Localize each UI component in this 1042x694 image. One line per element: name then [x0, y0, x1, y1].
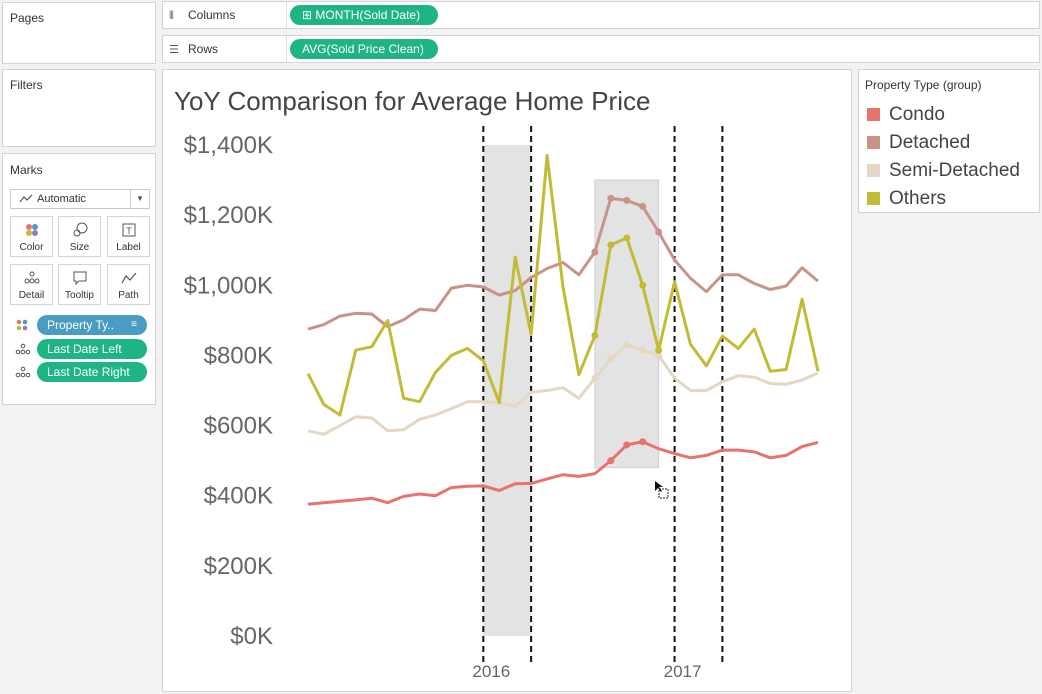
size-button[interactable]: Size: [58, 216, 101, 257]
detail-icon: [11, 270, 52, 290]
mark-type-dropdown[interactable]: Automatic ▼: [10, 189, 150, 209]
color-dots-icon: [16, 319, 28, 331]
marks-title: Marks: [10, 163, 43, 177]
path-icon: [108, 270, 149, 290]
tooltip-icon: [59, 270, 100, 290]
rows-shelf-label: ☰ Rows: [163, 36, 287, 62]
legend-label-semi-detached: Semi-Detached: [889, 160, 1020, 181]
legend-swatch-condo: [867, 108, 880, 121]
legend-swatch-semi-detached: [867, 164, 880, 177]
detail-button[interactable]: Detail: [10, 264, 53, 305]
month-sold-date-pill[interactable]: ⊞ MONTH(Sold Date): [290, 5, 438, 25]
color-icon: [11, 222, 52, 242]
last-date-left-pill[interactable]: Last Date Left: [37, 339, 147, 359]
legend-label-detached: Detached: [889, 132, 971, 153]
size-icon: [59, 222, 100, 242]
data-point: [607, 241, 615, 249]
y-tick-label: $600K: [204, 413, 273, 440]
data-point: [639, 281, 647, 289]
detail-label: Detail: [18, 290, 45, 301]
data-point: [639, 346, 647, 354]
data-point: [607, 194, 615, 202]
legend-card[interactable]: Property Type (group) Condo Detached Sem…: [858, 69, 1040, 213]
filters-card[interactable]: Filters: [2, 69, 156, 147]
path-button[interactable]: Path: [107, 264, 150, 305]
columns-icon: ⦀: [169, 10, 174, 22]
y-tick-label: $800K: [204, 342, 273, 369]
chart-view[interactable]: YoY Comparison for Average Home Price $0…: [162, 69, 852, 692]
property-type-pill[interactable]: Property Ty.. ≡: [37, 315, 147, 335]
color-label: Color: [19, 242, 44, 253]
label-button[interactable]: T Label: [107, 216, 150, 257]
columns-shelf[interactable]: ⦀ Columns ⊞ MONTH(Sold Date): [162, 1, 1040, 29]
cursor-arrow-icon: [655, 481, 663, 492]
last-date-left-label: Last Date Left: [47, 342, 122, 356]
y-tick-label: $1,200K: [184, 202, 273, 229]
data-point: [607, 355, 615, 363]
marquee-select-icon: [658, 488, 669, 499]
label-label: Label: [116, 242, 141, 253]
y-tick-label: $200K: [204, 553, 273, 580]
data-point: [639, 202, 647, 210]
detail-dots-icon: [15, 366, 31, 378]
tooltip-button[interactable]: Tooltip: [58, 264, 101, 305]
x-tick-label: 2017: [664, 662, 702, 681]
line-mark-icon: [19, 194, 33, 203]
path-label: Path: [118, 290, 139, 301]
series-line-semi-detached: [307, 343, 819, 436]
data-point: [591, 374, 599, 382]
data-point: [655, 346, 663, 354]
data-point: [623, 341, 631, 349]
y-tick-label: $1,000K: [184, 272, 273, 299]
pages-title: Pages: [10, 11, 45, 25]
filters-title: Filters: [10, 78, 43, 92]
data-point: [591, 331, 599, 339]
columns-label-text: Columns: [188, 8, 236, 22]
line-chart[interactable]: $0K $200K $400K $600K $800K $1,000K $1,200K $1,…: [163, 70, 851, 691]
avg-sold-price-pill[interactable]: AVG(Sold Price Clean): [290, 39, 438, 59]
columns-shelf-label: ⦀ Columns: [163, 2, 287, 28]
chart-title: YoY Comparison for Average Home Price: [174, 86, 651, 116]
data-point: [591, 248, 599, 256]
tooltip-label: Tooltip: [65, 290, 94, 301]
property-type-pill-label: Property Ty..: [47, 318, 114, 332]
size-label: Size: [69, 242, 90, 253]
data-point: [623, 441, 631, 449]
rows-icon: ☰: [169, 44, 179, 56]
data-point: [607, 457, 615, 465]
data-point: [623, 196, 631, 204]
legend-label-condo: Condo: [889, 104, 945, 125]
marks-card: Marks Automatic ▼ Color Size T Label Det…: [2, 153, 156, 405]
series-line-others: [306, 154, 820, 417]
shaded-band: [483, 145, 532, 636]
legend-swatch-others: [867, 192, 880, 205]
chevron-down-icon[interactable]: ▼: [130, 190, 149, 208]
data-point: [655, 351, 663, 359]
series-line-condo: [307, 440, 819, 506]
y-tick-label: $400K: [204, 483, 273, 510]
legend-swatch-detached: [867, 136, 880, 149]
x-tick-label: 2016: [472, 662, 510, 681]
label-icon: T: [108, 222, 149, 242]
last-date-right-label: Last Date Right: [47, 365, 130, 379]
series-line-detached: [307, 196, 819, 331]
last-date-right-pill[interactable]: Last Date Right: [37, 362, 147, 382]
legend-title: Property Type (group): [865, 78, 982, 92]
y-tick-label: $0K: [230, 623, 273, 650]
data-point: [623, 234, 631, 242]
sort-icon: ≡: [131, 319, 137, 330]
data-point: [655, 228, 663, 236]
rows-shelf[interactable]: ☰ Rows AVG(Sold Price Clean): [162, 35, 1040, 63]
shaded-band: [594, 179, 660, 469]
legend-label-others: Others: [889, 188, 947, 209]
rows-label-text: Rows: [188, 42, 219, 56]
mark-type-label: Automatic: [37, 193, 86, 205]
pages-card[interactable]: Pages: [2, 2, 156, 64]
y-tick-label: $1,400K: [184, 132, 273, 159]
color-button[interactable]: Color: [10, 216, 53, 257]
detail-dots-icon: [15, 343, 31, 355]
svg-text:T: T: [126, 226, 132, 236]
data-point: [639, 438, 647, 446]
